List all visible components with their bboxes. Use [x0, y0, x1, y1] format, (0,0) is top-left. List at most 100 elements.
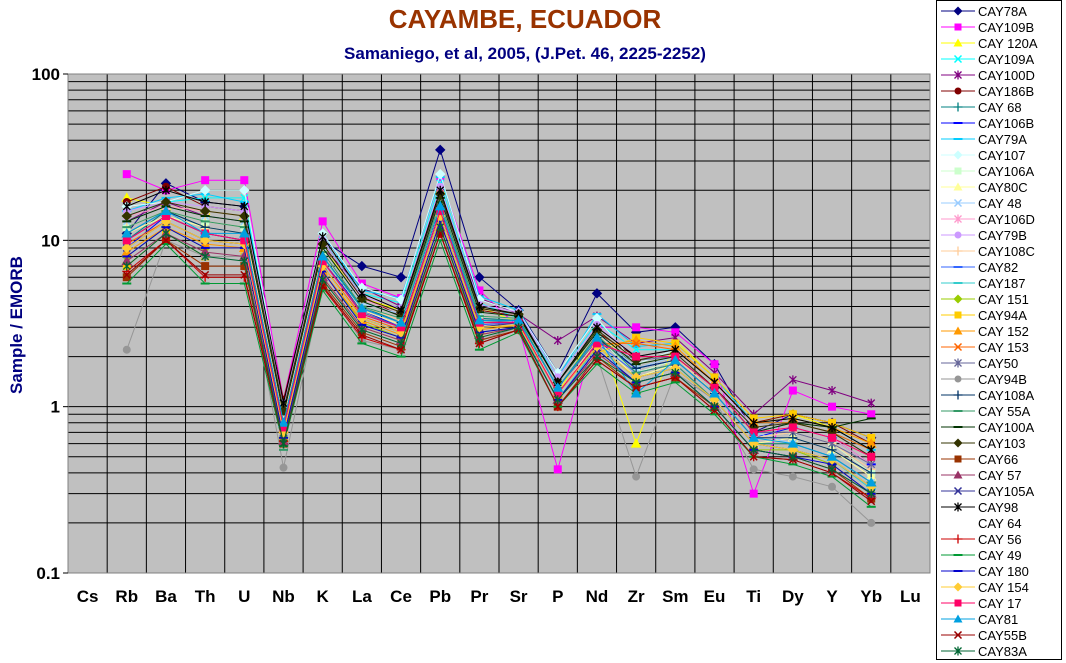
- legend-label: CAY106D: [978, 211, 1035, 227]
- legend-swatch: [941, 358, 975, 368]
- data-point: [749, 465, 758, 474]
- legend-swatch: [941, 246, 975, 256]
- legend-label: CAY 154: [978, 579, 1029, 595]
- legend-item: CAY107: [937, 147, 1061, 163]
- x-tick-label: Pr: [470, 587, 488, 606]
- data-point: [318, 275, 327, 285]
- legend-label: CAY109B: [978, 19, 1035, 35]
- data-point: [474, 272, 485, 283]
- data-point: [867, 452, 876, 461]
- data-point: [435, 144, 446, 156]
- series-line: [126, 231, 872, 502]
- x-tick-label: Yb: [860, 587, 882, 606]
- legend-label: CAY 49: [978, 547, 1022, 563]
- data-point: [436, 229, 445, 238]
- series-line: [126, 209, 872, 458]
- legend-label: CAY82: [978, 259, 1019, 275]
- series-line: [126, 204, 872, 483]
- x-tick-label: Nd: [586, 587, 609, 606]
- legend-swatch: [941, 582, 975, 592]
- data-point: [788, 413, 797, 423]
- data-point: [199, 205, 211, 217]
- data-point: [787, 438, 799, 448]
- legend-label: CAY103: [978, 435, 1026, 451]
- legend-swatch: [941, 150, 975, 160]
- data-point: [867, 518, 876, 527]
- legend-label: CAY 57: [978, 467, 1022, 483]
- data-point: [553, 402, 562, 411]
- data-point: [866, 468, 876, 478]
- legend-swatch: [941, 167, 975, 175]
- legend-item: CAY50: [937, 355, 1061, 371]
- x-tick-label: Rb: [115, 587, 138, 606]
- data-point: [279, 439, 288, 449]
- legend-item: CAY98: [937, 499, 1061, 515]
- legend-label: CAY107: [978, 147, 1026, 163]
- data-point: [240, 201, 249, 211]
- y-tick-label: 100: [32, 65, 60, 84]
- data-point: [397, 305, 406, 315]
- x-tick-label: Ce: [390, 587, 412, 606]
- data-point: [709, 387, 720, 398]
- legend-item: CAY186B: [937, 83, 1061, 99]
- data-point: [749, 489, 758, 498]
- legend-label: CAY105A: [978, 483, 1035, 499]
- data-point: [826, 451, 838, 461]
- x-tick-label: Eu: [704, 587, 726, 606]
- x-tick-label: K: [317, 587, 330, 606]
- legend-swatch: [941, 87, 975, 95]
- legend-label: CAY80C: [978, 179, 1028, 195]
- legend-swatch: [941, 326, 975, 335]
- legend-swatch: [941, 486, 975, 496]
- legend-label: CAY 151: [978, 291, 1029, 307]
- data-point: [632, 472, 641, 481]
- data-point: [357, 325, 366, 335]
- legend-label: CAY79A: [978, 131, 1027, 147]
- legend-item: CAY106B: [937, 115, 1061, 131]
- legend-swatch: [940, 517, 976, 529]
- data-point: [671, 368, 680, 378]
- legend-item: CAY 48: [937, 195, 1061, 211]
- data-point: [201, 251, 210, 261]
- legend-swatch: [941, 502, 975, 512]
- data-point: [318, 232, 327, 242]
- legend-label: CAY 55A: [978, 403, 1031, 419]
- legend-item: CAY 68: [937, 99, 1061, 115]
- data-point: [160, 205, 172, 216]
- data-point: [592, 352, 601, 362]
- data-point: [395, 272, 407, 283]
- data-point: [122, 270, 131, 279]
- data-point: [201, 262, 210, 271]
- data-point: [199, 227, 211, 238]
- legend-label: CAY83A: [978, 643, 1027, 659]
- data-point: [632, 377, 641, 387]
- data-point: [161, 236, 170, 245]
- data-point: [748, 432, 760, 442]
- x-tick-label: Dy: [782, 587, 804, 606]
- legend-item: CAY81: [937, 611, 1061, 627]
- legend-label: CAY 120A: [978, 35, 1038, 51]
- legend-item: CAY94A: [937, 307, 1061, 323]
- legend-label: CAY100D: [978, 67, 1035, 83]
- legend-item: CAY100A: [937, 419, 1061, 435]
- legend-swatch: [941, 470, 975, 479]
- x-tick-label: Sr: [510, 587, 528, 606]
- legend-item: CAY 120A: [937, 35, 1061, 51]
- legend-item: CAY80C: [937, 179, 1061, 195]
- legend-label: CAY186B: [978, 83, 1035, 99]
- x-tick-label: Ti: [746, 587, 761, 606]
- data-point: [356, 302, 368, 313]
- legend-swatch: [941, 266, 975, 268]
- data-point: [788, 452, 797, 462]
- legend-swatch: [941, 438, 975, 448]
- legend-label: CAY108A: [978, 387, 1035, 403]
- legend-label: CAY 153: [978, 339, 1029, 355]
- data-point: [632, 323, 641, 332]
- legend-swatch: [941, 294, 975, 304]
- legend-swatch: [941, 38, 975, 47]
- data-point: [828, 402, 837, 411]
- data-point: [240, 256, 249, 266]
- data-point: [475, 339, 484, 348]
- data-point: [867, 489, 876, 499]
- legend-item: CAY 151: [937, 291, 1061, 307]
